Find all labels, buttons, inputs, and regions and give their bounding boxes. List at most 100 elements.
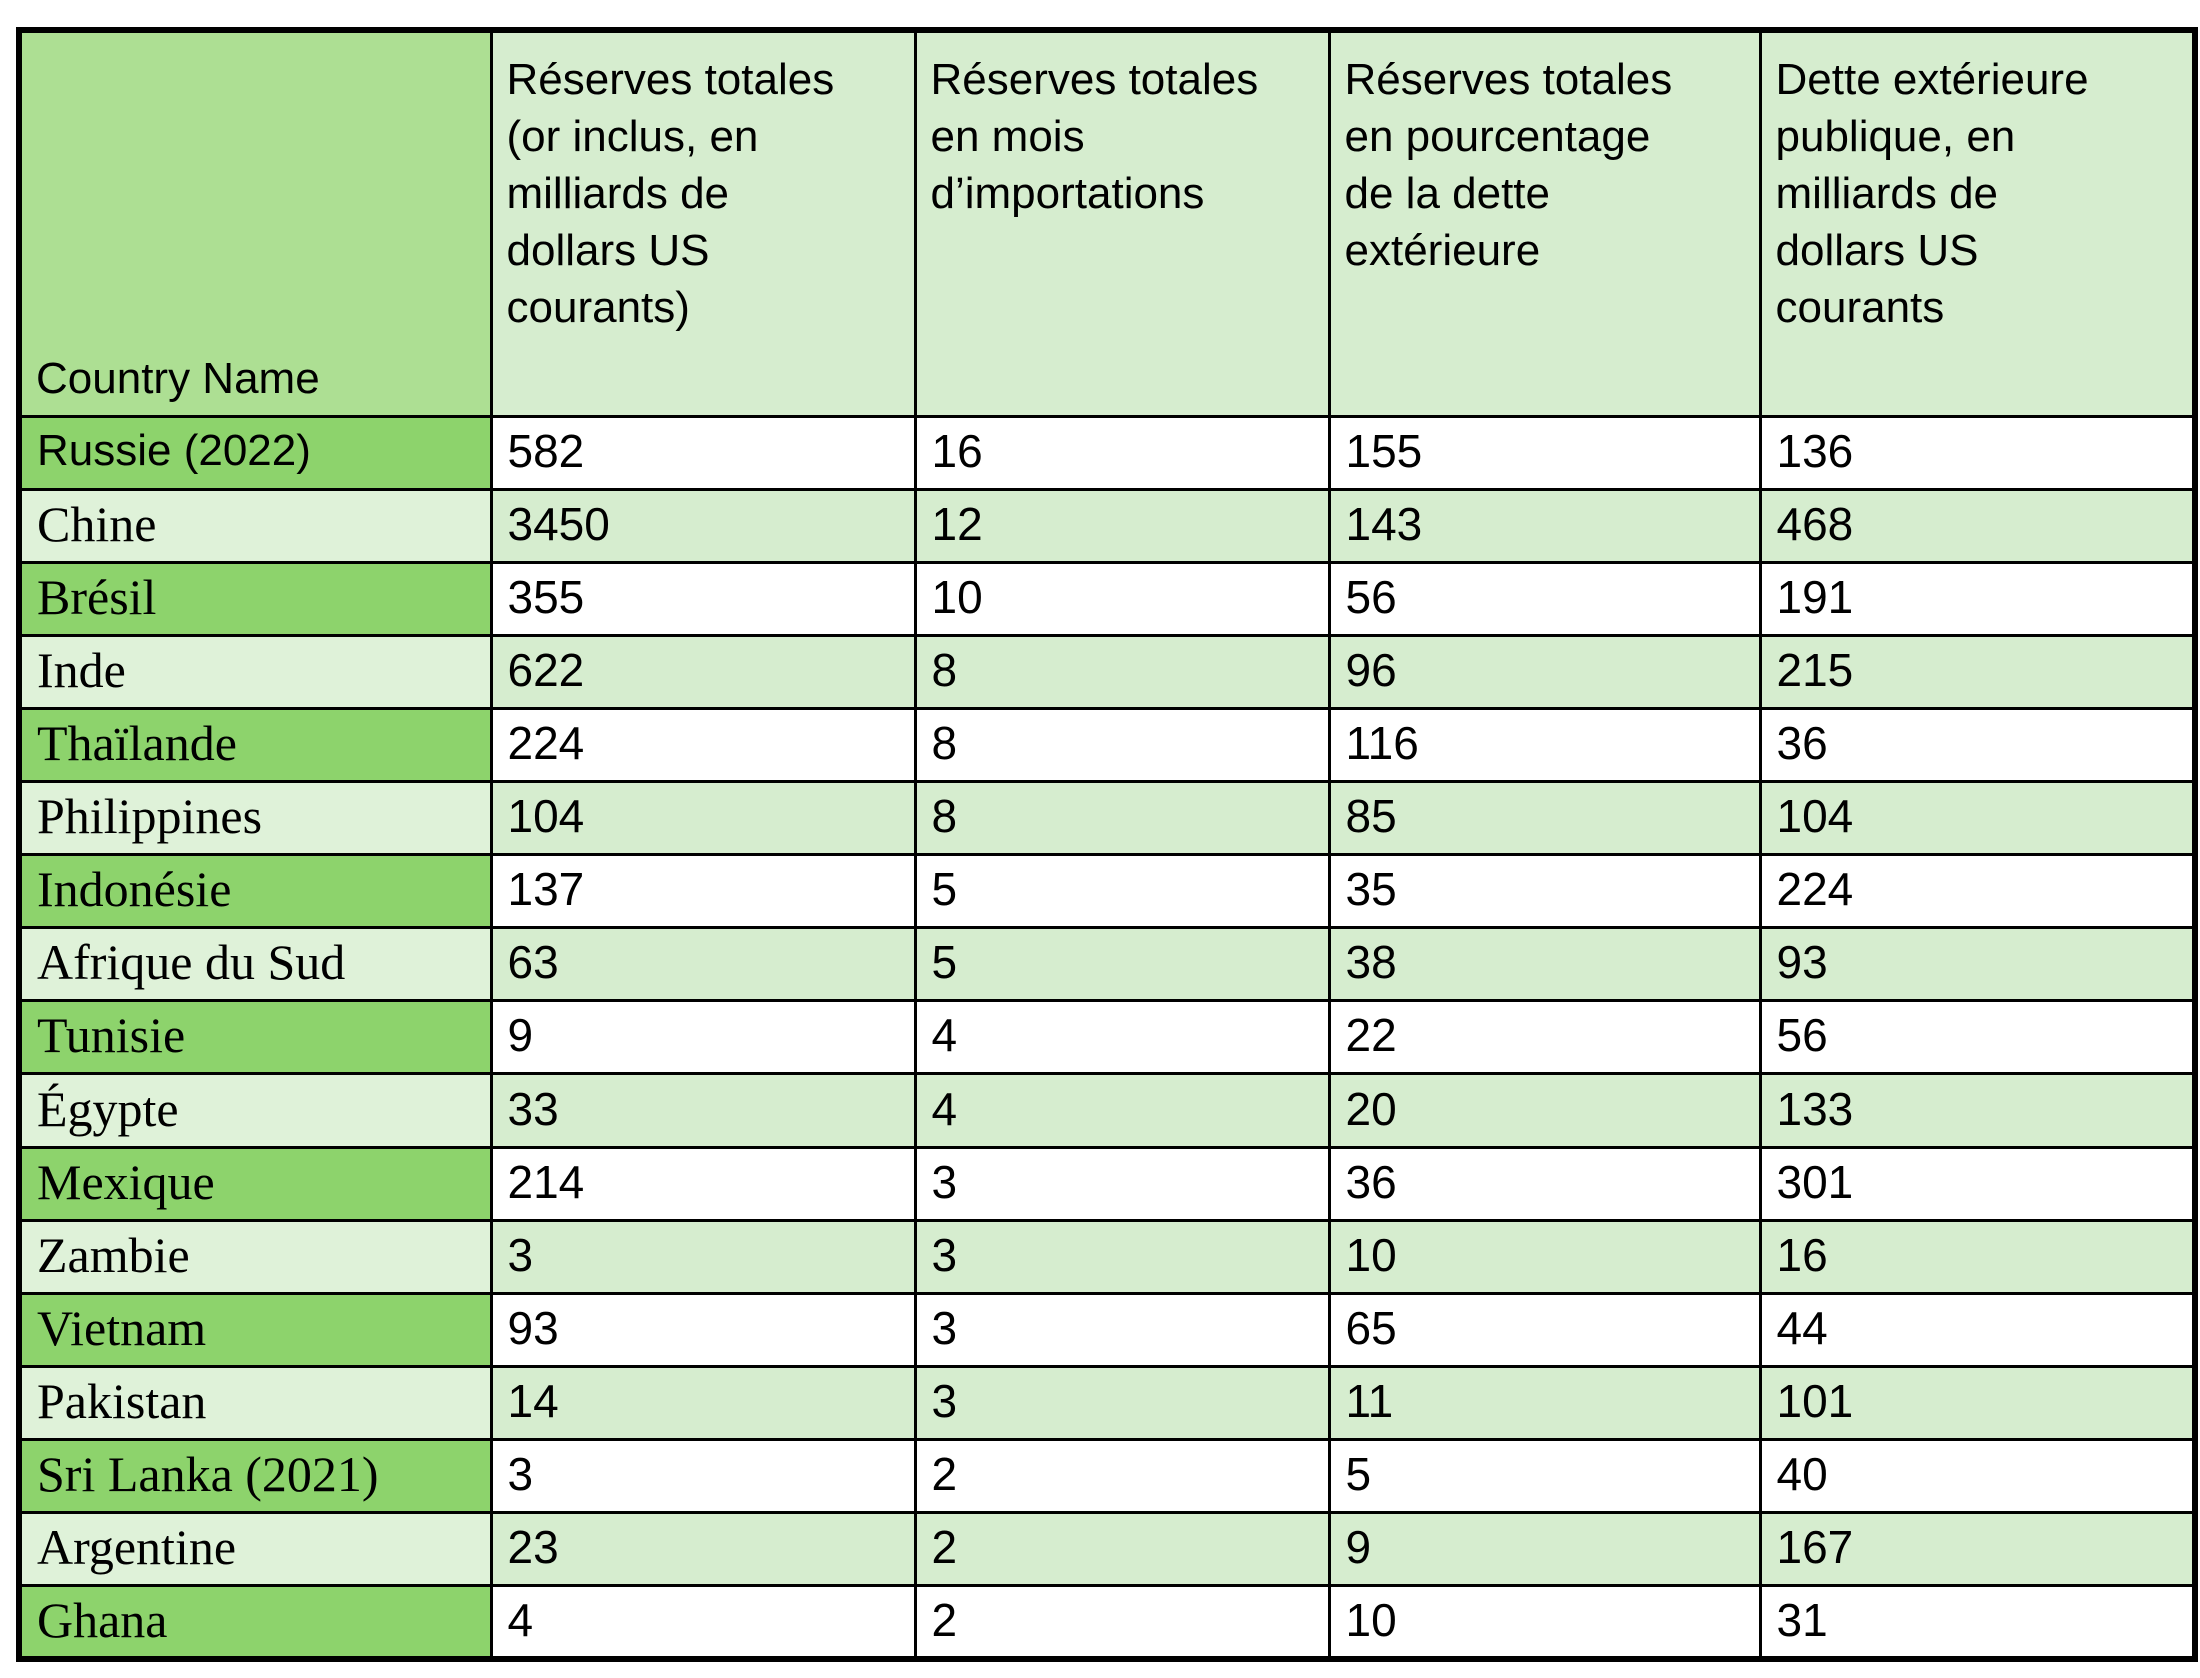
table-row: Mexique 214 3 36 301 bbox=[17, 1145, 2197, 1222]
cell-value: 16 bbox=[913, 414, 1331, 491]
table-header: Country Name Réserves totales (or inclus… bbox=[17, 28, 2197, 418]
table-row: Ghana 4 2 10 31 bbox=[17, 1584, 2197, 1661]
cell-value: 3 bbox=[913, 1218, 1331, 1295]
table-row: Sri Lanka (2021) 3 2 5 40 bbox=[17, 1438, 2197, 1515]
cell-value: 133 bbox=[1758, 1072, 2197, 1149]
cell-value: 2 bbox=[913, 1584, 1331, 1661]
column-header-label: Réserves totales (or inclus, en milliard… bbox=[506, 55, 835, 332]
cell-country-name: Mexique bbox=[17, 1145, 493, 1222]
cell-value: 36 bbox=[1758, 706, 2197, 784]
cell-value: 3 bbox=[489, 1438, 917, 1515]
cell-value: 301 bbox=[1758, 1145, 2197, 1222]
cell-country-name: Sri Lanka (2021) bbox=[17, 1438, 493, 1515]
table-row: Chine 3450 12 143 468 bbox=[17, 487, 2197, 564]
cell-country-name: Pakistan bbox=[17, 1364, 493, 1442]
cell-value: 12 bbox=[913, 487, 1331, 564]
cell-value: 44 bbox=[1758, 1291, 2197, 1368]
table-row: Tunisie 9 4 22 56 bbox=[17, 999, 2197, 1076]
cell-value: 10 bbox=[913, 560, 1331, 637]
cell-value: 3450 bbox=[489, 487, 917, 564]
cell-value: 622 bbox=[489, 633, 917, 710]
cell-value: 104 bbox=[1758, 780, 2197, 857]
cell-value: 10 bbox=[1327, 1218, 1762, 1295]
table-row: Afrique du Sud 63 5 38 93 bbox=[17, 926, 2197, 1003]
cell-value: 3 bbox=[913, 1291, 1331, 1368]
cell-value: 22 bbox=[1327, 999, 1762, 1076]
cell-value: 468 bbox=[1758, 487, 2197, 564]
cell-value: 582 bbox=[489, 414, 917, 491]
cell-country-name: Chine bbox=[17, 487, 493, 564]
cell-value: 3 bbox=[913, 1364, 1331, 1442]
cell-country-name: Égypte bbox=[17, 1072, 493, 1149]
table-row: Argentine 23 2 9 167 bbox=[17, 1511, 2197, 1588]
cell-value: 224 bbox=[489, 706, 917, 784]
cell-value: 31 bbox=[1758, 1584, 2197, 1661]
cell-country-name: Indonésie bbox=[17, 853, 493, 930]
table-row: Vietnam 93 3 65 44 bbox=[17, 1291, 2197, 1368]
cell-country-name: Thaïlande bbox=[17, 706, 493, 784]
cell-value: 5 bbox=[913, 926, 1331, 1003]
cell-country-name: Ghana bbox=[17, 1584, 493, 1661]
column-header-label: Country Name bbox=[36, 353, 320, 403]
cell-country-name: Tunisie bbox=[17, 999, 493, 1076]
cell-value: 116 bbox=[1327, 706, 1762, 784]
column-header-label: Réserves totales en mois d’importations bbox=[930, 55, 1259, 218]
cell-country-name: Afrique du Sud bbox=[17, 926, 493, 1003]
cell-value: 137 bbox=[489, 853, 917, 930]
cell-value: 8 bbox=[913, 780, 1331, 857]
cell-value: 4 bbox=[913, 1072, 1331, 1149]
cell-value: 10 bbox=[1327, 1584, 1762, 1661]
cell-value: 5 bbox=[913, 853, 1331, 930]
cell-country-name: Vietnam bbox=[17, 1291, 493, 1368]
cell-value: 8 bbox=[913, 706, 1331, 784]
column-header-public-external-debt: Dette extérieure publique, en milliards … bbox=[1758, 28, 2197, 418]
cell-value: 33 bbox=[489, 1072, 917, 1149]
table-row: Brésil 355 10 56 191 bbox=[17, 560, 2197, 637]
cell-value: 20 bbox=[1327, 1072, 1762, 1149]
cell-value: 96 bbox=[1327, 633, 1762, 710]
cell-value: 63 bbox=[489, 926, 917, 1003]
cell-value: 143 bbox=[1327, 487, 1762, 564]
column-header-total-reserves: Réserves totales (or inclus, en milliard… bbox=[489, 28, 917, 418]
cell-value: 3 bbox=[489, 1218, 917, 1295]
table-row: Pakistan 14 3 11 101 bbox=[17, 1364, 2197, 1442]
cell-value: 93 bbox=[489, 1291, 917, 1368]
table-row: Indonésie 137 5 35 224 bbox=[17, 853, 2197, 930]
cell-value: 4 bbox=[489, 1584, 917, 1661]
cell-value: 35 bbox=[1327, 853, 1762, 930]
cell-value: 155 bbox=[1327, 414, 1762, 491]
cell-value: 11 bbox=[1327, 1364, 1762, 1442]
header-row: Country Name Réserves totales (or inclus… bbox=[17, 28, 2197, 418]
cell-value: 56 bbox=[1327, 560, 1762, 637]
cell-value: 8 bbox=[913, 633, 1331, 710]
cell-value: 167 bbox=[1758, 1511, 2197, 1588]
cell-country-name: Zambie bbox=[17, 1218, 493, 1295]
cell-value: 36 bbox=[1327, 1145, 1762, 1222]
table-row: Russie (2022) 582 16 155 136 bbox=[17, 414, 2197, 491]
cell-value: 104 bbox=[489, 780, 917, 857]
cell-country-name: Argentine bbox=[17, 1511, 493, 1588]
cell-country-name: Inde bbox=[17, 633, 493, 710]
cell-value: 9 bbox=[489, 999, 917, 1076]
column-header-reserves-months-imports: Réserves totales en mois d’importations bbox=[913, 28, 1331, 418]
table-row: Thaïlande 224 8 116 36 bbox=[17, 706, 2197, 784]
cell-value: 85 bbox=[1327, 780, 1762, 857]
table-row: Inde 622 8 96 215 bbox=[17, 633, 2197, 710]
cell-value: 9 bbox=[1327, 1511, 1762, 1588]
cell-value: 224 bbox=[1758, 853, 2197, 930]
cell-value: 14 bbox=[489, 1364, 917, 1442]
cell-value: 214 bbox=[489, 1145, 917, 1222]
cell-value: 3 bbox=[913, 1145, 1331, 1222]
cell-value: 40 bbox=[1758, 1438, 2197, 1515]
cell-value: 56 bbox=[1758, 999, 2197, 1076]
cell-country-name: Brésil bbox=[17, 560, 493, 637]
cell-value: 65 bbox=[1327, 1291, 1762, 1368]
country-reserves-table: Country Name Réserves totales (or inclus… bbox=[16, 27, 2198, 1662]
table-row: Zambie 3 3 10 16 bbox=[17, 1218, 2197, 1295]
cell-value: 38 bbox=[1327, 926, 1762, 1003]
cell-value: 136 bbox=[1758, 414, 2197, 491]
cell-value: 4 bbox=[913, 999, 1331, 1076]
cell-value: 191 bbox=[1758, 560, 2197, 637]
cell-value: 5 bbox=[1327, 1438, 1762, 1515]
table-row: Philippines 104 8 85 104 bbox=[17, 780, 2197, 857]
